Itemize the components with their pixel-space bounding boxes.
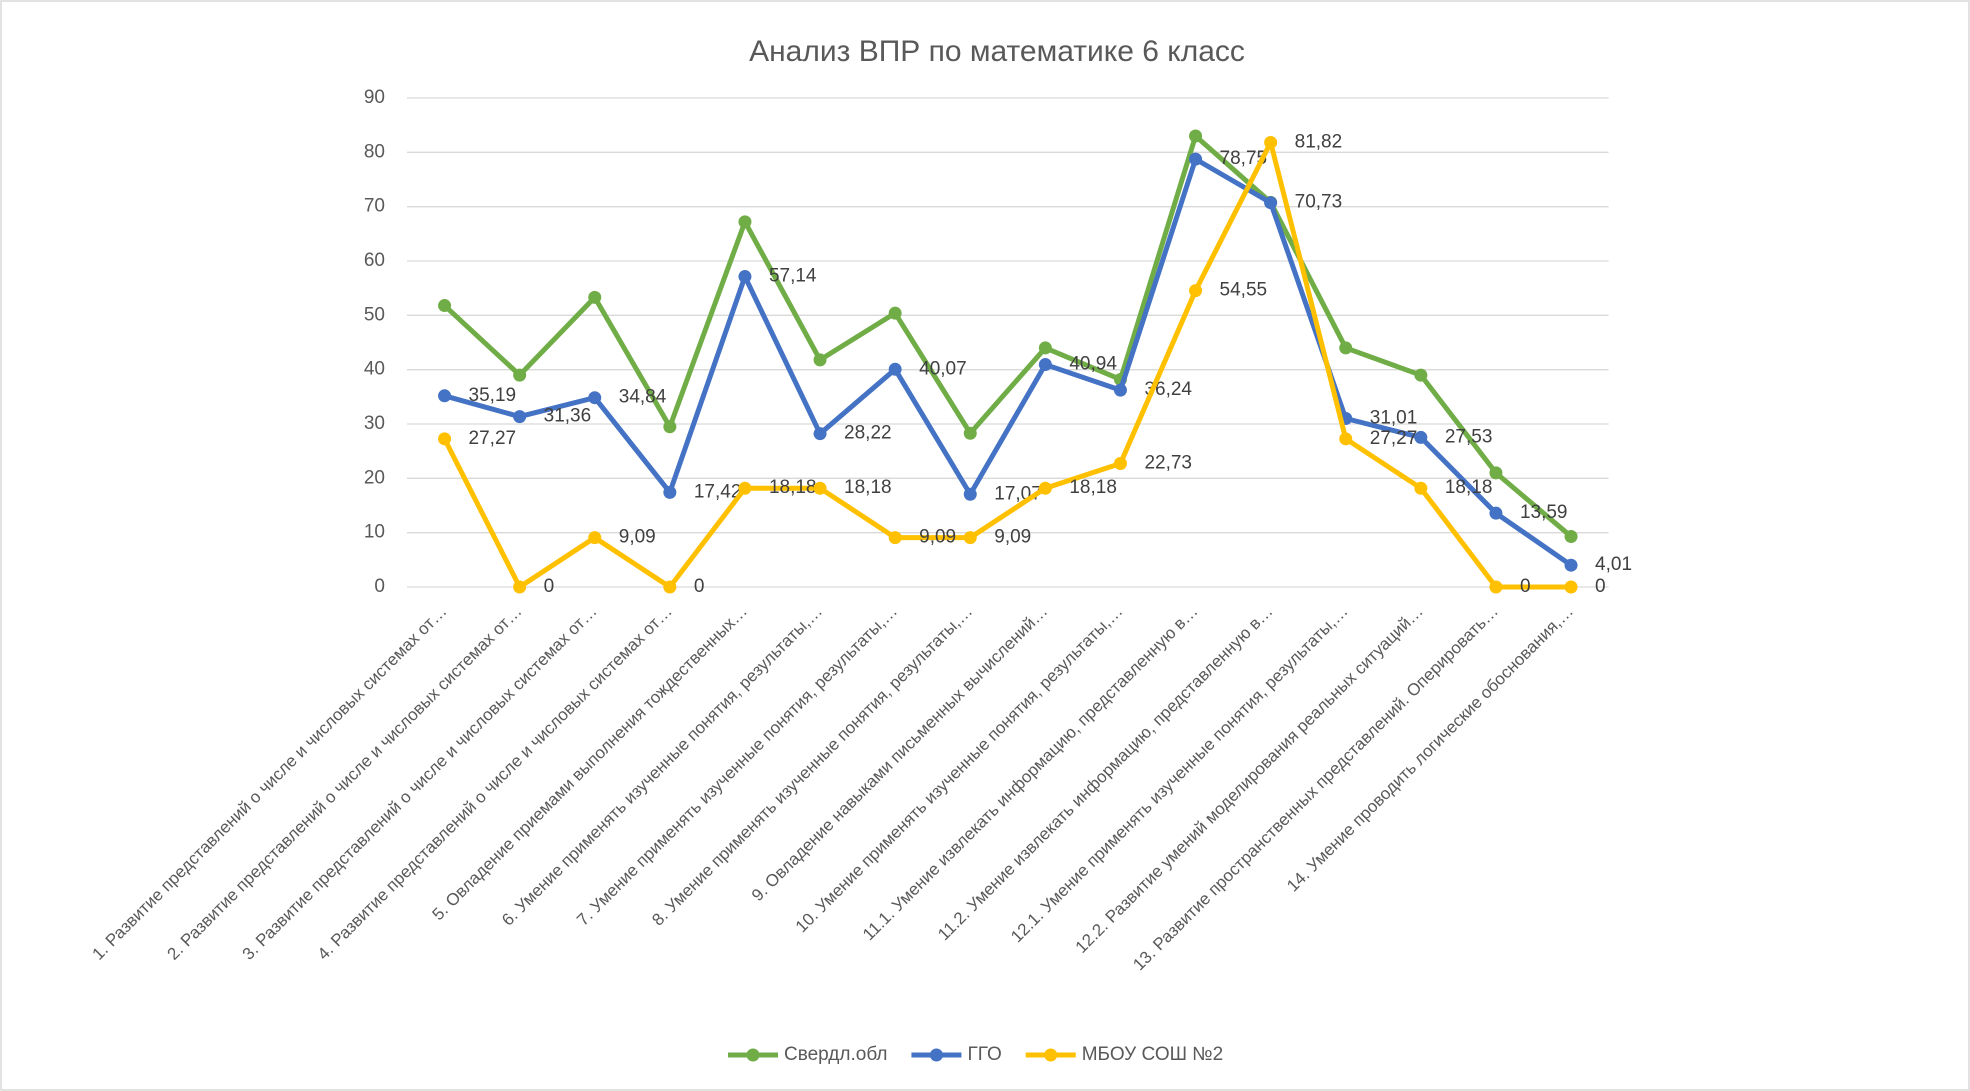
data-point (1189, 152, 1203, 166)
data-point (738, 270, 752, 284)
data-point (1414, 430, 1428, 444)
data-label: 0 (544, 576, 555, 597)
data-point (888, 306, 902, 320)
data-point (1489, 466, 1503, 480)
data-point (438, 432, 452, 446)
y-tick-label: 70 (364, 196, 385, 217)
data-label: 35,19 (469, 385, 517, 406)
chart-title: Анализ ВПР по математике 6 класс (749, 35, 1245, 68)
y-tick-label: 60 (364, 250, 385, 271)
data-label: 17,42 (694, 481, 742, 502)
data-point (513, 368, 527, 382)
data-point (438, 299, 452, 313)
y-tick-label: 80 (364, 141, 385, 162)
data-label: 78,75 (1220, 148, 1268, 169)
data-point (1564, 529, 1578, 543)
data-point (1414, 368, 1428, 382)
data-point (1264, 135, 1278, 149)
data-label: 18,18 (1445, 477, 1493, 498)
data-label: 27,53 (1445, 426, 1493, 447)
data-point (663, 580, 677, 594)
data-label: 0 (1520, 576, 1531, 597)
data-point (963, 531, 977, 545)
series-line (442, 139, 1572, 590)
data-point (813, 481, 827, 495)
data-label: 18,18 (844, 477, 892, 498)
data-point (1038, 358, 1052, 372)
data-point (813, 427, 827, 441)
data-label: 57,14 (769, 266, 817, 287)
y-tick-label: 50 (364, 304, 385, 325)
data-point (588, 531, 602, 545)
data-point (513, 580, 527, 594)
data-point (1038, 341, 1052, 355)
data-point (1414, 481, 1428, 495)
y-tick-label: 0 (374, 576, 385, 597)
y-tick-label: 20 (364, 467, 385, 488)
y-tick-label: 40 (364, 359, 385, 380)
data-point (663, 485, 677, 499)
y-tick-label: 30 (364, 413, 385, 434)
data-label: 4,01 (1595, 554, 1632, 575)
data-point (513, 410, 527, 424)
data-label: 54,55 (1220, 280, 1268, 301)
data-point (588, 290, 602, 304)
data-point (1113, 383, 1127, 397)
data-point (1038, 481, 1052, 495)
data-label: 9,09 (919, 527, 956, 548)
data-point (1564, 580, 1578, 594)
data-point (738, 481, 752, 495)
legend: Свердл.обл ГГО МБОУ СОШ №2 (728, 1044, 1223, 1065)
data-point (1189, 129, 1203, 143)
legend-marker (1044, 1048, 1058, 1062)
data-point (1564, 558, 1578, 572)
legend-marker (929, 1048, 943, 1062)
data-point (1489, 506, 1503, 520)
data-point (1339, 341, 1353, 355)
data-point (663, 420, 677, 434)
legend-label: Свердл.обл (784, 1044, 887, 1065)
legend-label: МБОУ СОШ №2 (1082, 1044, 1224, 1065)
data-label: 9,09 (994, 527, 1031, 548)
data-label: 31,36 (544, 406, 592, 427)
data-label: 18,18 (1069, 477, 1117, 498)
y-tick-label: 10 (364, 522, 385, 543)
data-point (813, 353, 827, 367)
data-point (963, 426, 977, 440)
data-point (888, 362, 902, 376)
data-point (438, 389, 452, 403)
data-point (738, 215, 752, 229)
y-tick-label: 90 (364, 87, 385, 108)
data-point (888, 531, 902, 545)
data-point (1189, 284, 1203, 298)
data-point (1339, 432, 1353, 446)
data-point (1113, 457, 1127, 471)
data-label: 27,27 (1370, 428, 1418, 449)
data-label: 81,82 (1295, 131, 1343, 152)
series-line (443, 156, 1573, 568)
data-point (963, 487, 977, 501)
data-label: 34,84 (619, 387, 667, 408)
data-point (588, 391, 602, 405)
data-label: 0 (694, 576, 705, 597)
data-label: 70,73 (1295, 192, 1343, 213)
data-label: 9,09 (619, 527, 656, 548)
data-label: 0 (1595, 576, 1606, 597)
data-label: 22,73 (1144, 453, 1192, 474)
data-point (1264, 196, 1278, 210)
data-label: 18,18 (769, 477, 817, 498)
data-point (1489, 580, 1503, 594)
data-label: 28,22 (844, 423, 892, 444)
series-line (442, 133, 1573, 539)
data-label: 40,07 (919, 358, 967, 379)
legend-marker (746, 1048, 760, 1062)
data-label: 40,94 (1069, 354, 1117, 375)
data-label: 27,27 (469, 428, 517, 449)
legend-label: ГГО (967, 1044, 1001, 1065)
data-label: 13,59 (1520, 502, 1568, 523)
data-label: 31,01 (1370, 408, 1418, 429)
